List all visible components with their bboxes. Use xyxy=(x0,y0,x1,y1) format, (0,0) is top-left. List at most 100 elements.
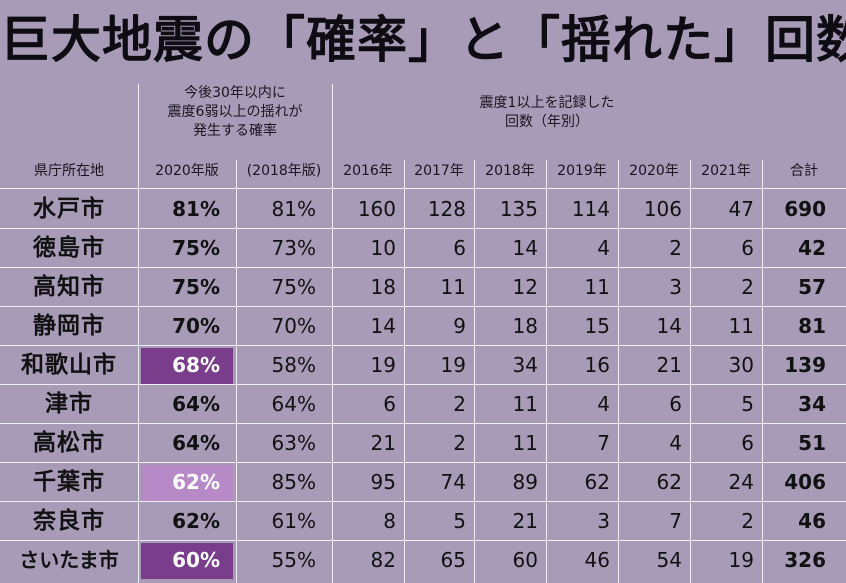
grid-divider xyxy=(690,160,691,583)
cell-total: 81 xyxy=(798,314,826,338)
cell-p2020: 68% xyxy=(172,353,220,377)
cell-y2019: 114 xyxy=(571,197,610,221)
column-header-2018: 2018年 xyxy=(485,163,535,179)
cell-y2019: 16 xyxy=(584,353,610,377)
cell-y2020: 62 xyxy=(656,470,682,494)
cell-y2017: 6 xyxy=(453,236,466,260)
cell-y2020: 14 xyxy=(656,314,682,338)
cell-y2019: 15 xyxy=(584,314,610,338)
cell-y2016: 18 xyxy=(370,275,396,299)
cell-city: 高知市 xyxy=(33,274,105,300)
cell-y2016: 95 xyxy=(370,470,396,494)
column-header-2021: 2021年 xyxy=(701,163,751,179)
cell-y2019: 11 xyxy=(584,275,610,299)
cell-y2018: 14 xyxy=(512,236,538,260)
grid-divider xyxy=(332,84,333,583)
cell-y2018: 18 xyxy=(512,314,538,338)
cell-city: 津市 xyxy=(45,391,93,417)
cell-y2019: 4 xyxy=(597,236,610,260)
cell-p2020: 64% xyxy=(172,392,220,416)
column-header-2018-edition: (2018年版) xyxy=(246,163,322,179)
highlight-cell xyxy=(141,465,233,501)
probability-group-header: 今後30年以内に 震度6弱以上の揺れが 発生する確率 xyxy=(140,84,330,141)
row-divider xyxy=(0,306,846,307)
cell-p2020: 62% xyxy=(172,509,220,533)
cell-y2017: 74 xyxy=(440,470,466,494)
cell-p2020: 62% xyxy=(172,470,220,494)
cell-y2020: 4 xyxy=(669,431,682,455)
cell-city: 高松市 xyxy=(33,430,105,456)
row-divider xyxy=(0,228,846,229)
quake-count-group-header: 震度1以上を記録した 回数（年別） xyxy=(332,94,762,132)
cell-y2020: 7 xyxy=(669,509,682,533)
cell-y2019: 62 xyxy=(584,470,610,494)
cell-y2016: 14 xyxy=(370,314,396,338)
cell-y2021: 2 xyxy=(741,509,754,533)
cell-city: さいたま市 xyxy=(19,548,119,572)
cell-y2019: 4 xyxy=(597,392,610,416)
column-header-2020: 2020年 xyxy=(629,163,679,179)
cell-city: 水戸市 xyxy=(33,196,105,222)
cell-y2021: 6 xyxy=(741,431,754,455)
cell-y2020: 54 xyxy=(656,548,682,572)
cell-y2016: 160 xyxy=(357,197,396,221)
cell-y2016: 8 xyxy=(383,509,396,533)
column-header-2017: 2017年 xyxy=(414,163,464,179)
cell-y2018: 34 xyxy=(512,353,538,377)
cell-p2018: 58% xyxy=(271,353,316,377)
cell-y2021: 2 xyxy=(741,275,754,299)
cell-y2021: 5 xyxy=(741,392,754,416)
cell-y2021: 19 xyxy=(728,548,754,572)
quake-header-line: 回数（年別） xyxy=(505,114,589,130)
row-divider xyxy=(0,267,846,268)
column-header-2019: 2019年 xyxy=(557,163,607,179)
page-title: 巨大地震の「確率」と「揺れた」回数 xyxy=(0,11,846,69)
cell-p2020: 64% xyxy=(172,431,220,455)
cell-y2016: 19 xyxy=(370,353,396,377)
grid-divider xyxy=(404,160,405,583)
cell-y2017: 128 xyxy=(427,197,466,221)
cell-total: 34 xyxy=(798,392,826,416)
cell-p2020: 75% xyxy=(172,275,220,299)
cell-y2018: 21 xyxy=(512,509,538,533)
grid-divider xyxy=(138,84,139,583)
cell-y2017: 5 xyxy=(453,509,466,533)
cell-p2018: 55% xyxy=(271,548,316,572)
cell-y2020: 21 xyxy=(656,353,682,377)
cell-y2016: 82 xyxy=(370,548,396,572)
row-divider xyxy=(0,540,846,541)
highlight-cell xyxy=(141,348,233,384)
cell-y2020: 2 xyxy=(669,236,682,260)
cell-city: 和歌山市 xyxy=(21,352,117,378)
cell-total: 42 xyxy=(798,236,826,260)
cell-p2020: 70% xyxy=(172,314,220,338)
cell-y2016: 10 xyxy=(370,236,396,260)
cell-p2018: 85% xyxy=(271,470,316,494)
row-divider xyxy=(0,462,846,463)
cell-p2020: 60% xyxy=(172,548,220,572)
cell-y2020: 6 xyxy=(669,392,682,416)
cell-y2019: 46 xyxy=(584,548,610,572)
cell-p2020: 75% xyxy=(172,236,220,260)
cell-total: 57 xyxy=(798,275,826,299)
cell-y2018: 11 xyxy=(512,392,538,416)
row-divider xyxy=(0,384,846,385)
column-header-total: 合計 xyxy=(790,163,818,179)
grid-divider xyxy=(236,160,237,583)
grid-divider xyxy=(762,160,763,583)
cell-p2018: 70% xyxy=(271,314,316,338)
cell-total: 46 xyxy=(798,509,826,533)
cell-total: 406 xyxy=(784,470,826,494)
cell-y2018: 135 xyxy=(499,197,538,221)
cell-y2020: 3 xyxy=(669,275,682,299)
cell-y2016: 21 xyxy=(370,431,396,455)
column-header-prefecture: 県庁所在地 xyxy=(34,163,104,179)
quake-header-line: 震度1以上を記録した xyxy=(479,95,615,111)
cell-y2018: 89 xyxy=(512,470,538,494)
cell-y2017: 2 xyxy=(453,392,466,416)
column-header-2016: 2016年 xyxy=(343,163,393,179)
row-divider xyxy=(0,345,846,346)
probability-header-line: 震度6弱以上の揺れが xyxy=(167,104,303,120)
grid-divider xyxy=(618,160,619,583)
cell-y2021: 47 xyxy=(728,197,754,221)
